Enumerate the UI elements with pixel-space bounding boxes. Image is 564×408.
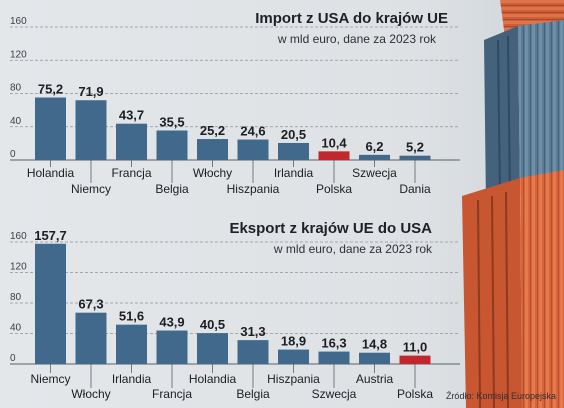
category-label: Dania	[399, 182, 431, 196]
bar-holandia	[197, 333, 228, 364]
value-label: 14,8	[362, 337, 387, 352]
category-label: Włochy	[71, 387, 110, 401]
import-chart-bars: 75,2 Holandia 71,9 Niemcy 43,7 Francja 35,5 Bel…	[27, 81, 431, 196]
bar-dania	[399, 155, 431, 160]
value-label: 11,0	[403, 340, 428, 355]
value-label: 75,2	[38, 81, 63, 96]
category-label: Polska	[397, 387, 433, 401]
import-chart-subtitle: w mld euro, dane za 2023 rok	[277, 32, 437, 46]
value-label: 16,3	[321, 336, 346, 351]
value-label: 10,4	[321, 135, 347, 150]
value-label: 51,6	[119, 309, 144, 324]
import-chart-y-axis: 0 40 80 120 160	[10, 16, 27, 160]
bar-belgia	[156, 130, 188, 160]
category-label: Francja	[111, 166, 151, 180]
container-blue-side	[518, 20, 564, 195]
import-chart: Import z USA do krajów UE w mld euro, da…	[10, 10, 460, 196]
bar-irlandia	[116, 324, 147, 364]
y-tick-label: 40	[10, 116, 22, 127]
category-label: Włochy	[193, 166, 232, 180]
value-label: 31,3	[240, 324, 265, 339]
bar-szwecja	[318, 351, 350, 364]
bar-włochy	[197, 139, 228, 160]
value-label: 35,5	[159, 114, 184, 129]
category-label: Hiszpania	[267, 372, 320, 386]
y-tick-label: 160	[10, 231, 27, 242]
value-label: 157,7	[34, 228, 67, 243]
value-label: 6,2	[365, 139, 383, 154]
value-label: 20,5	[281, 127, 306, 142]
value-label: 43,9	[159, 315, 184, 330]
category-label: Irlandia	[274, 166, 314, 180]
category-label: Irlandia	[112, 372, 152, 386]
y-tick-label: 40	[10, 323, 22, 334]
bar-niemcy	[75, 100, 107, 160]
value-label: 40,5	[200, 317, 225, 332]
value-label: 18,9	[281, 334, 306, 349]
bar-francja	[116, 123, 147, 160]
value-label: 43,7	[119, 108, 144, 123]
category-label: Niemcy	[71, 182, 111, 196]
y-tick-label: 160	[10, 16, 27, 27]
category-label: Francja	[152, 387, 192, 401]
container-blue-end	[484, 26, 520, 205]
export-chart-bars: 157,7 Niemcy 67,3 Włochy 51,6 Irlandia 43,9 Fra…	[30, 228, 433, 401]
category-label: Szwecja	[312, 387, 357, 401]
category-label: Szwecja	[352, 166, 397, 180]
bar-szwecja	[359, 154, 390, 160]
export-chart-subtitle: w mld euro, dane za 2023 rok	[273, 242, 433, 256]
value-label: 71,9	[78, 84, 103, 99]
bar-holandia	[35, 97, 66, 160]
bar-polska	[399, 355, 431, 364]
y-tick-label: 80	[10, 83, 22, 94]
source-note: Źródło: Komisja Europejska	[446, 391, 556, 401]
bar-irlandia	[278, 142, 309, 160]
bar-hiszpania	[278, 349, 309, 364]
y-tick-label: 80	[10, 292, 22, 303]
containers-illustration	[462, 0, 564, 408]
bar-austria	[359, 352, 390, 364]
bar-włochy	[75, 312, 107, 364]
y-tick-label: 120	[10, 262, 27, 273]
category-label: Niemcy	[30, 372, 70, 386]
value-label: 67,3	[78, 297, 103, 312]
bar-hiszpania	[237, 139, 269, 160]
category-label: Belgia	[236, 387, 270, 401]
value-label: 25,2	[200, 123, 225, 138]
value-label: 24,6	[240, 124, 265, 139]
bar-francja	[156, 330, 188, 364]
category-label: Polska	[316, 182, 352, 196]
export-chart: Eksport z krajów UE do USA w mld euro, d…	[10, 220, 460, 401]
value-label: 5,2	[406, 140, 424, 155]
category-label: Austria	[356, 372, 394, 386]
category-label: Holandia	[189, 372, 237, 386]
bar-belgia	[237, 340, 269, 364]
export-chart-y-axis: 0 40 80 120 160	[10, 231, 27, 364]
y-tick-label: 120	[10, 49, 27, 60]
category-label: Hiszpania	[227, 182, 280, 196]
import-chart-title: Import z USA do krajów UE	[255, 10, 448, 27]
container-orange-side	[520, 170, 564, 408]
bar-polska	[318, 151, 350, 160]
y-tick-label: 0	[10, 149, 16, 160]
bar-niemcy	[35, 243, 66, 364]
y-tick-label: 0	[10, 353, 16, 364]
category-label: Belgia	[155, 182, 189, 196]
export-chart-title: Eksport z krajów UE do USA	[229, 220, 432, 237]
category-label: Holandia	[27, 166, 75, 180]
